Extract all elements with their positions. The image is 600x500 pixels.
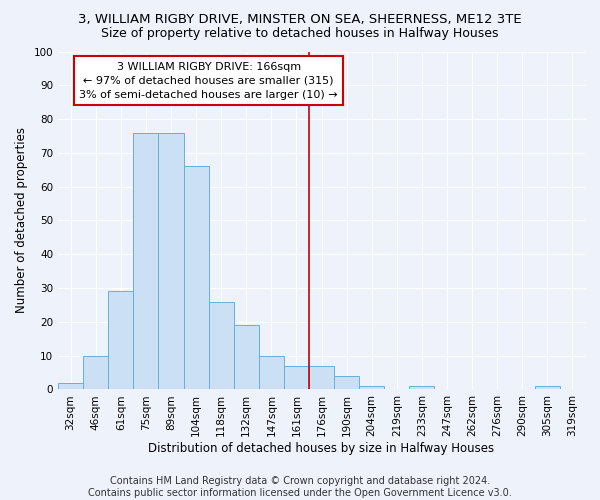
Bar bbox=[184, 166, 209, 390]
Bar bbox=[83, 356, 108, 390]
Bar bbox=[233, 325, 259, 390]
Bar bbox=[259, 356, 284, 390]
Bar bbox=[133, 132, 158, 390]
Bar bbox=[359, 386, 384, 390]
Bar bbox=[108, 292, 133, 390]
Text: 3, WILLIAM RIGBY DRIVE, MINSTER ON SEA, SHEERNESS, ME12 3TE: 3, WILLIAM RIGBY DRIVE, MINSTER ON SEA, … bbox=[78, 12, 522, 26]
Text: 3 WILLIAM RIGBY DRIVE: 166sqm
← 97% of detached houses are smaller (315)
3% of s: 3 WILLIAM RIGBY DRIVE: 166sqm ← 97% of d… bbox=[79, 62, 338, 100]
Bar bbox=[409, 386, 434, 390]
Bar bbox=[334, 376, 359, 390]
X-axis label: Distribution of detached houses by size in Halfway Houses: Distribution of detached houses by size … bbox=[148, 442, 494, 455]
Text: Size of property relative to detached houses in Halfway Houses: Size of property relative to detached ho… bbox=[101, 28, 499, 40]
Bar bbox=[535, 386, 560, 390]
Y-axis label: Number of detached properties: Number of detached properties bbox=[15, 128, 28, 314]
Bar bbox=[309, 366, 334, 390]
Bar bbox=[284, 366, 309, 390]
Bar bbox=[158, 132, 184, 390]
Bar bbox=[58, 382, 83, 390]
Text: Contains HM Land Registry data © Crown copyright and database right 2024.
Contai: Contains HM Land Registry data © Crown c… bbox=[88, 476, 512, 498]
Bar bbox=[209, 302, 233, 390]
